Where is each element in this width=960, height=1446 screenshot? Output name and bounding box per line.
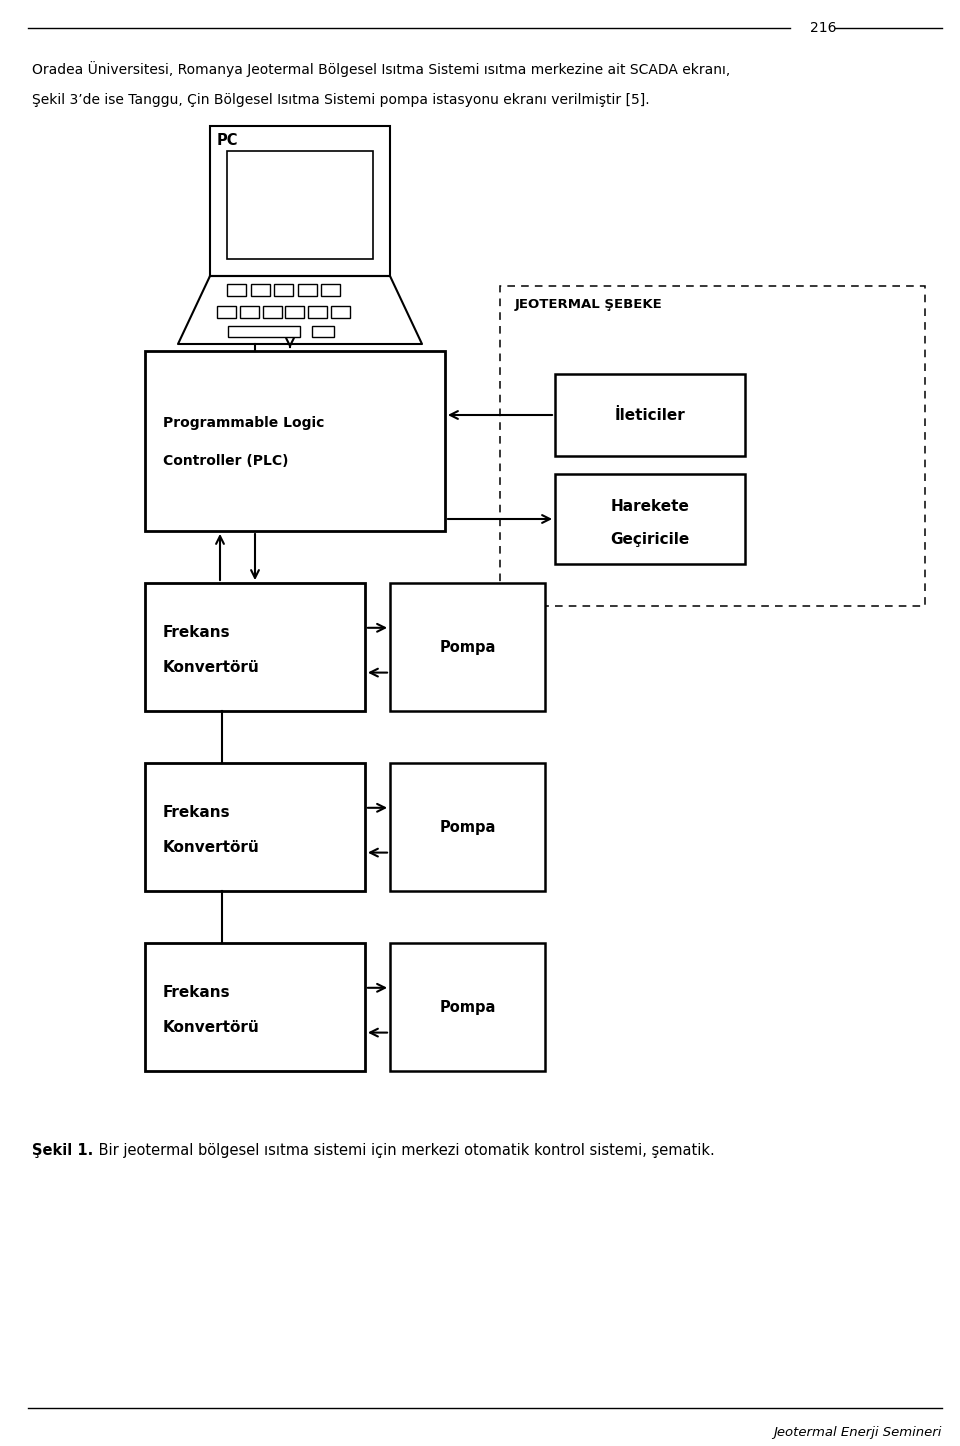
- Text: Frekans: Frekans: [163, 804, 230, 820]
- Bar: [145, 763, 365, 891]
- Text: Frekans: Frekans: [163, 985, 230, 999]
- Text: Pompa: Pompa: [440, 999, 495, 1015]
- Bar: [285, 307, 304, 318]
- Bar: [217, 307, 236, 318]
- Text: PC: PC: [217, 133, 238, 147]
- Bar: [390, 583, 545, 711]
- Text: Oradea Üniversitesi, Romanya Jeotermal Bölgesel Isıtma Sistemi ısıtma merkezine : Oradea Üniversitesi, Romanya Jeotermal B…: [32, 61, 731, 77]
- Bar: [274, 283, 293, 296]
- Bar: [555, 474, 745, 564]
- Text: Harekete: Harekete: [611, 499, 689, 513]
- Bar: [308, 307, 327, 318]
- Text: 216: 216: [810, 22, 836, 35]
- Bar: [251, 283, 270, 296]
- Bar: [500, 286, 925, 606]
- Bar: [555, 375, 745, 455]
- Bar: [390, 943, 545, 1071]
- Text: Jeotermal Enerji Semineri: Jeotermal Enerji Semineri: [774, 1426, 942, 1439]
- Text: Şekil 3’de ise Tanggu, Çin Bölgesel Isıtma Sistemi pompa istasyonu ekranı verilm: Şekil 3’de ise Tanggu, Çin Bölgesel Isıt…: [32, 93, 650, 107]
- Bar: [321, 283, 340, 296]
- Text: Şekil 1.: Şekil 1.: [32, 1142, 93, 1158]
- Text: Controller (PLC): Controller (PLC): [163, 454, 289, 469]
- Bar: [145, 351, 445, 531]
- Text: Frekans: Frekans: [163, 625, 230, 639]
- Text: Programmable Logic: Programmable Logic: [163, 416, 324, 429]
- Text: Geçiricile: Geçiricile: [611, 532, 689, 547]
- Bar: [312, 325, 334, 337]
- Bar: [210, 126, 390, 276]
- Bar: [145, 583, 365, 711]
- Text: Pompa: Pompa: [440, 820, 495, 834]
- Text: JEOTERMAL ŞEBEKE: JEOTERMAL ŞEBEKE: [515, 298, 662, 311]
- Bar: [227, 150, 373, 259]
- Text: Pompa: Pompa: [440, 639, 495, 655]
- Text: İleticiler: İleticiler: [614, 408, 685, 422]
- Text: Konvertörü: Konvertörü: [163, 1019, 260, 1034]
- Bar: [228, 325, 300, 337]
- Bar: [390, 763, 545, 891]
- Text: Konvertörü: Konvertörü: [163, 659, 260, 674]
- Bar: [298, 283, 317, 296]
- Bar: [227, 283, 246, 296]
- Bar: [240, 307, 259, 318]
- Bar: [263, 307, 281, 318]
- Text: Bir jeotermal bölgesel ısıtma sistemi için merkezi otomatik kontrol sistemi, şem: Bir jeotermal bölgesel ısıtma sistemi iç…: [94, 1142, 715, 1158]
- Bar: [145, 943, 365, 1071]
- Text: Konvertörü: Konvertörü: [163, 840, 260, 855]
- Bar: [331, 307, 350, 318]
